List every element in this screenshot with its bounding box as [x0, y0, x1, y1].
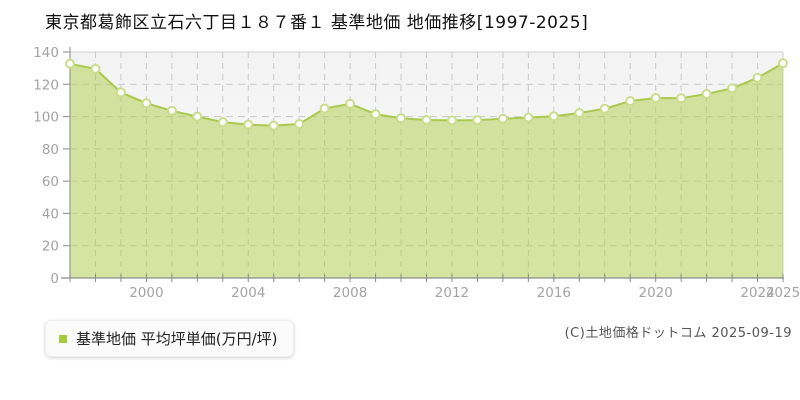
y-tick-label: 100	[33, 110, 59, 126]
y-tick-label: 80	[42, 142, 59, 158]
data-point	[447, 115, 457, 126]
data-point	[599, 103, 610, 114]
data-point	[192, 111, 203, 122]
y-tick-label: 40	[42, 206, 59, 222]
data-point	[727, 83, 738, 94]
legend: 基準地価 平均坪単価(万円/坪)	[45, 320, 294, 357]
area-fill	[70, 63, 783, 278]
y-tick-label: 140	[33, 45, 59, 61]
data-point	[319, 103, 330, 114]
data-point	[370, 109, 381, 120]
x-tick-label: 2025	[766, 285, 800, 301]
copyright-text: (C)土地価格ドットコム 2025-09-19	[564, 326, 792, 341]
data-point	[115, 87, 126, 98]
data-point	[472, 115, 483, 126]
data-point	[497, 113, 508, 124]
data-point	[676, 93, 687, 104]
data-point	[778, 58, 788, 69]
data-point	[752, 72, 763, 83]
data-point	[268, 120, 279, 131]
x-tick-label: 2008	[333, 285, 367, 301]
x-tick-label: 2020	[638, 285, 672, 301]
data-point	[650, 93, 661, 103]
data-point	[523, 112, 534, 123]
legend-marker-icon	[59, 334, 67, 343]
price-chart: 0 20 40 60 80 100 120 140 2000 2004 2008 2012 2016 20…	[33, 45, 800, 301]
data-point	[141, 98, 152, 109]
x-tick-label: 2012	[435, 285, 469, 301]
data-point	[294, 119, 305, 129]
data-point	[90, 63, 101, 74]
data-point	[345, 98, 356, 109]
legend-label: 基準地価 平均坪単価(万円/坪)	[76, 330, 278, 348]
chart-title: 東京都葛飾区立石六丁目１８７番１ 基準地価 地価推移[1997-2025]	[45, 13, 589, 33]
data-point	[65, 58, 75, 69]
y-tick-label: 20	[42, 239, 59, 255]
x-tick-label: 2000	[129, 285, 163, 301]
data-point	[166, 105, 177, 116]
data-point	[625, 96, 636, 107]
x-tick-label: 2016	[537, 285, 571, 301]
y-tick-label: 120	[33, 77, 59, 93]
data-point	[243, 119, 254, 130]
data-point	[574, 108, 585, 118]
data-point	[548, 111, 559, 122]
x-tick-label: 2004	[231, 285, 265, 301]
x-tick-label: 2024	[740, 285, 774, 301]
data-point	[701, 89, 712, 99]
y-tick-label: 0	[50, 271, 59, 287]
data-point	[396, 113, 406, 124]
data-point	[421, 115, 432, 125]
y-tick-label: 60	[42, 174, 59, 190]
data-point	[217, 117, 228, 128]
